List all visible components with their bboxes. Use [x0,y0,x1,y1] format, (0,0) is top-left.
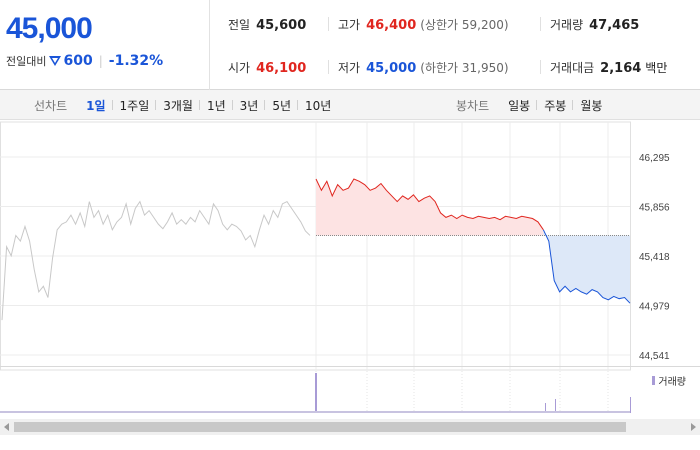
down-area-fill [543,229,630,304]
volume-svg [0,371,631,413]
tab-3m[interactable]: 3개월 [155,97,200,114]
current-price-panel: 45,000 전일대비 600 | -1.32% [0,0,210,90]
stat-open: 시가 46,100 [228,59,306,76]
lower-limit: (하한가 31,950) [420,61,509,75]
divider [540,60,541,74]
volume-panel: 거래량 [0,366,700,413]
stat-label: 거래량 [550,18,584,32]
tab-3y[interactable]: 3년 [231,97,266,114]
scroll-left-icon[interactable] [4,423,9,431]
volume-baseline [0,411,630,413]
change-row: 전일대비 600 | -1.32% [6,53,163,69]
prev-day-line [1,200,311,321]
change-amount: 600 [63,53,93,69]
y-tick-label: 44,979 [639,302,670,313]
volume-swatch [652,376,656,385]
tab-10y[interactable]: 10년 [297,97,338,114]
divider: | [98,54,103,68]
stat-value: 47,465 [589,18,640,33]
stat-label: 전일 [228,18,251,32]
stat-label: 거래대금 [550,61,595,75]
stat-label: 시가 [228,61,251,75]
y-tick-label: 46,295 [639,153,670,164]
candle-chart-tabs: 봉차트 일봉 주봉 월봉 [456,90,609,120]
volume-bar [315,373,317,413]
price-chart-svg: 46,295 45,856 45,418 44,979 44,541 [0,121,670,371]
y-axis-labels: 46,295 45,856 45,418 44,979 44,541 [639,153,670,362]
tab-monthly[interactable]: 월봉 [572,97,609,114]
volume-bar [555,399,556,413]
volume-legend-label: 거래량 [658,377,686,388]
down-triangle-icon [49,56,62,66]
stat-low: 저가 45,000 (하한가 31,950) [338,59,509,76]
tab-5y[interactable]: 5년 [264,97,298,114]
scrollbar-thumb[interactable] [14,422,626,432]
line-chart-tabs: 선차트 1일 1주일 3개월 1년 3년 5년 10년 [34,90,338,120]
volume-bar [545,403,546,413]
stat-value: 45,000 [366,61,417,76]
stat-value: 45,600 [256,18,307,33]
today-down-line [542,229,631,304]
stat-prev-close: 전일 45,600 [228,16,306,33]
divider [328,17,329,31]
line-chart-title: 선차트 [34,98,68,113]
volume-legend: 거래량 [652,373,686,388]
stat-value: 46,100 [256,61,307,76]
y-tick-label: 45,856 [639,203,670,214]
up-area-fill [316,179,544,236]
stat-label: 저가 [338,61,361,75]
stat-label: 고가 [338,18,361,32]
stat-high: 고가 46,400 (상한가 59,200) [338,16,509,33]
tab-weekly[interactable]: 주봉 [536,97,573,114]
price-chart: 46,295 45,856 45,418 44,979 44,541 [0,121,700,371]
chart-grid [0,121,631,371]
y-tick-label: 45,418 [639,252,670,263]
stat-unit: 백만 [645,61,668,75]
tab-daily[interactable]: 일봉 [508,98,531,113]
stat-value: 46,400 [366,18,417,33]
quote-header: 45,000 전일대비 600 | -1.32% 전일 45,600 고가 46… [0,0,700,90]
current-price: 45,000 [6,12,93,45]
tab-1d[interactable]: 1일 [86,98,106,113]
candle-chart-title: 봉차트 [456,98,490,113]
chart-lines [1,178,631,321]
scroll-right-icon[interactable] [691,423,696,431]
divider [540,17,541,31]
y-tick-label: 44,541 [639,351,670,362]
tab-1w[interactable]: 1주일 [111,97,157,114]
upper-limit: (상한가 59,200) [420,18,509,32]
change-label: 전일대비 [6,55,47,68]
stat-volume: 거래량 47,465 [550,16,639,33]
chart-period-tabs: 선차트 1일 1주일 3개월 1년 3년 5년 10년 봉차트 일봉 주봉 월봉 [0,90,700,120]
change-percent: -1.32% [108,53,164,69]
stat-value: 2,164 [600,61,642,76]
stat-amount: 거래대금 2,164 백만 [550,59,667,76]
chart-scrollbar[interactable] [0,419,700,435]
chart-fills [316,179,630,304]
tab-1y[interactable]: 1년 [198,97,233,114]
volume-bar [630,397,631,413]
today-up-line [315,178,544,231]
divider [328,60,329,74]
